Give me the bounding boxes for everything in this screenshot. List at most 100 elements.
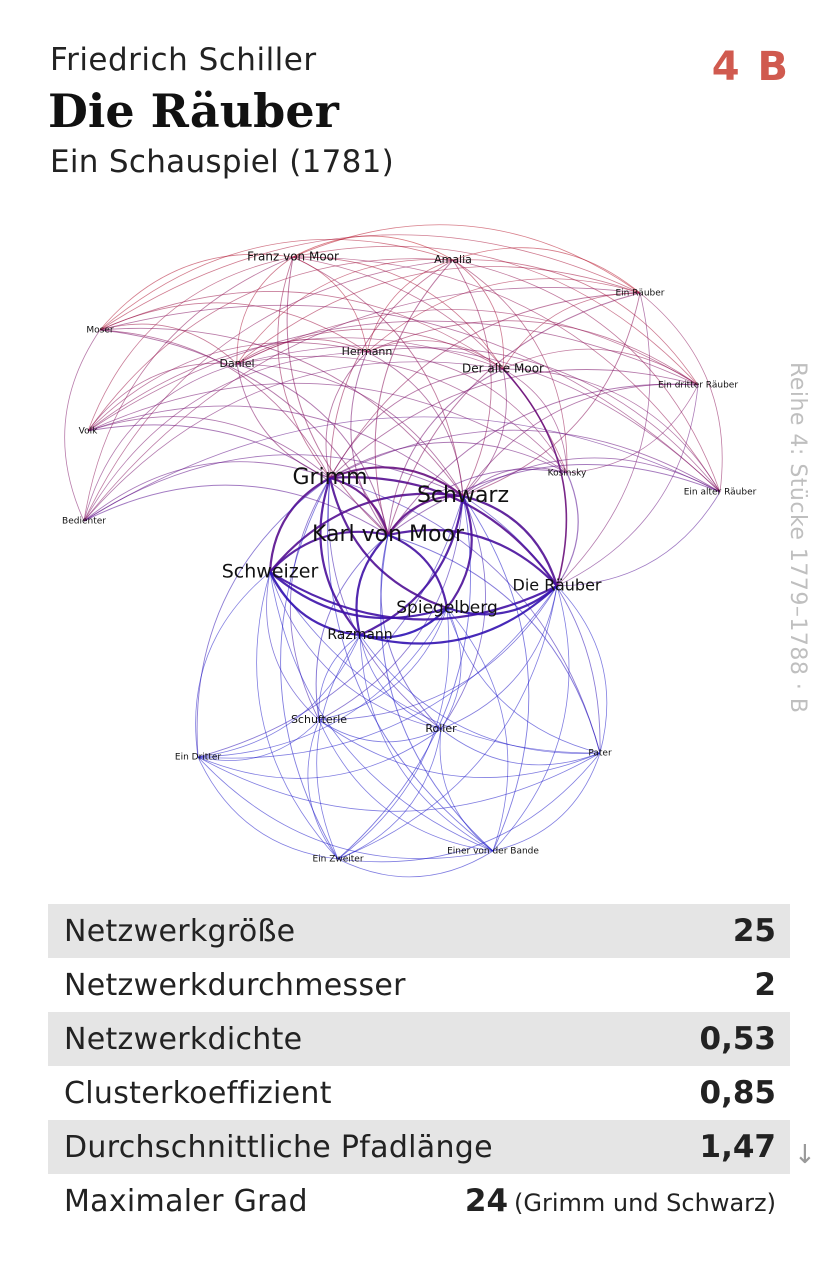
network-edge [99, 304, 721, 493]
network-edge [462, 495, 530, 852]
network-edge [87, 337, 504, 432]
network-edge [292, 235, 454, 261]
stat-value: 1,47 [699, 1129, 777, 1165]
network-edge [269, 571, 361, 637]
network-edge [387, 533, 449, 609]
network-edge [292, 245, 699, 386]
network-edge [337, 607, 450, 860]
network-edge [292, 256, 464, 497]
network-edge [366, 278, 641, 353]
network-edge [327, 477, 442, 730]
node-label-daniel: Daniel [219, 357, 254, 370]
stat-row-clustering: Clusterkoeffizient 0,85 [48, 1066, 790, 1120]
network-edge [639, 292, 723, 493]
network-edge [329, 441, 568, 479]
stat-value-number: 24 [464, 1183, 509, 1219]
network-edges [64, 224, 723, 878]
network-edge [329, 466, 464, 497]
network-edge [197, 756, 339, 860]
network-edge [452, 259, 492, 497]
node-label-roller: Roller [425, 722, 457, 735]
network-edge [387, 534, 601, 754]
play-title: Die Räuber [48, 84, 339, 138]
network-edge [197, 752, 601, 812]
network-edge [387, 383, 699, 536]
network-edge [350, 351, 389, 536]
network-edge [268, 477, 331, 573]
node-label-dritterraeuber: Ein dritter Räuber [658, 381, 738, 391]
node-label-einer: Einer von der Bande [447, 847, 539, 857]
node-label-bedienter: Bedienter [62, 517, 106, 527]
network-edge [197, 719, 320, 761]
node-label-einraeuber: Ein Räuber [616, 289, 665, 299]
play-subtitle: Ein Schauspiel (1781) [50, 144, 395, 180]
stat-label: Durchschnittliche Pfadlänge [64, 1129, 493, 1165]
arrow-down-icon: ↓ [794, 1140, 816, 1170]
network-edge [337, 752, 601, 863]
network-edge [556, 384, 699, 587]
network-edge [355, 534, 389, 636]
network-edge [269, 571, 448, 620]
node-label-volk: Volk [79, 427, 98, 437]
network-edge [99, 323, 238, 365]
network-edge [462, 383, 699, 497]
character-network: Franz von Moor Amalia Ein Räuber Moser Herma… [62, 224, 757, 878]
stat-label: Clusterkoeffizient [64, 1075, 332, 1111]
node-label-schweizer: Schweizer [222, 561, 319, 583]
network-edge [236, 363, 331, 479]
network-edge [319, 477, 361, 636]
stat-row-density: Netzwerkdichte 0,53 [48, 1012, 790, 1066]
network-edge [197, 756, 494, 860]
network-edge [269, 571, 601, 754]
network-edge [236, 309, 699, 386]
network-edge [99, 234, 641, 331]
network-edge [452, 259, 504, 370]
network-edge [440, 585, 558, 730]
network-edge [83, 416, 721, 522]
node-label-schufterle: Schufterle [291, 713, 347, 726]
network-edge [337, 495, 471, 860]
network-edge [387, 292, 641, 536]
network-edge [195, 571, 271, 758]
network-edge [462, 494, 559, 587]
network-edge [329, 368, 504, 479]
network-edge [502, 368, 568, 587]
network-edge [446, 607, 509, 852]
network-edge [318, 585, 558, 721]
network-edge [269, 530, 389, 573]
network-edge [83, 461, 331, 522]
network-edge [462, 292, 641, 497]
network-edge [440, 728, 601, 766]
network-edge [87, 405, 464, 497]
node-label-kosinsky: Kosinsky [548, 469, 587, 479]
network-edge [87, 382, 568, 474]
node-label-hermann: Hermann [342, 345, 393, 358]
network-edge [269, 571, 558, 621]
stats-table: Netzwerkgröße 25 Netzwerkdurchmesser 2 N… [48, 904, 790, 1228]
node-label-altemoor: Der alte Moor [462, 362, 544, 376]
network-edge [236, 363, 464, 497]
network-edge [452, 247, 641, 294]
network-edge [452, 259, 568, 474]
network-edge [566, 384, 699, 474]
network-edge [289, 477, 331, 721]
network-edge [83, 287, 641, 522]
network-edge [318, 719, 442, 743]
network-edge [236, 355, 568, 474]
network-edge [318, 719, 601, 778]
node-label-pater: Pater [588, 749, 612, 759]
network-edge [366, 320, 699, 386]
network-edge [329, 369, 699, 479]
node-label-moser: Moser [86, 326, 113, 336]
network-edge [556, 292, 651, 587]
network-edge [446, 495, 473, 609]
series-note: Reihe 4: Stücke 1779–1788 · B [785, 362, 810, 714]
network-edge [197, 607, 448, 758]
network-edge [387, 468, 568, 536]
network-edge [440, 495, 486, 730]
node-label-einzweiter: Ein Zweiter [312, 855, 363, 865]
author: Friedrich Schiller [50, 42, 317, 78]
node-label-franz: Franz von Moor [247, 250, 339, 264]
stat-row-diameter: Netzwerkdurchmesser 2 [48, 958, 790, 1012]
network-edge [83, 363, 238, 522]
